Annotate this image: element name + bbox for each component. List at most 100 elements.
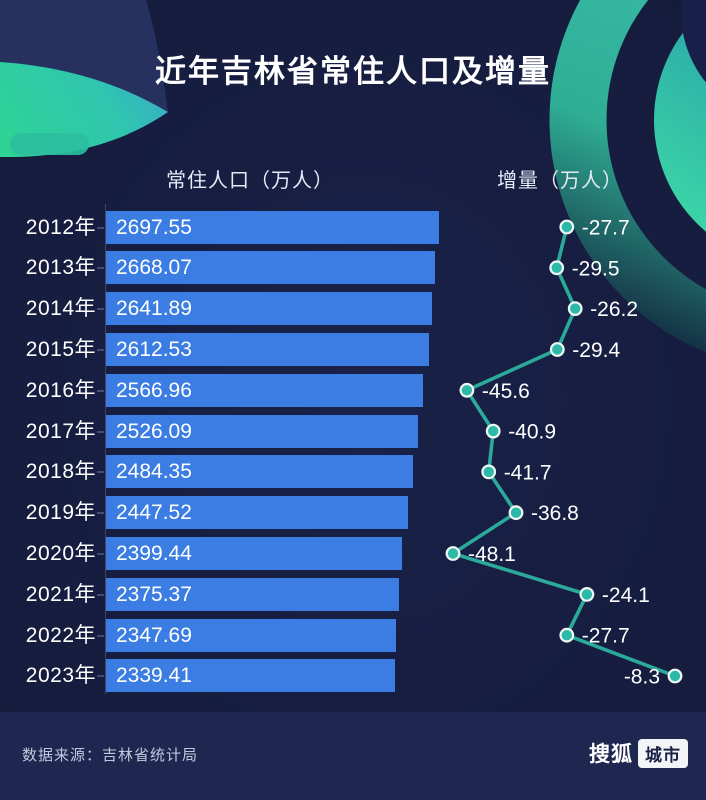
table-row: 2014年 2641.89 (0, 292, 706, 326)
population-value: 2697.55 (116, 215, 192, 239)
axis-tick (97, 267, 104, 270)
population-value: 2526.09 (116, 419, 192, 443)
axis-tick (97, 553, 104, 556)
data-source-note: 数据来源：吉林省统计局 (22, 747, 199, 764)
table-row: 2018年 2484.35 (0, 455, 706, 489)
year-label: 2014年 (25, 297, 96, 321)
increment-value: -48.1 (468, 543, 516, 566)
population-bar: 2697.55 (106, 210, 439, 244)
population-value: 2447.52 (116, 501, 192, 525)
topright-ring (549, 0, 706, 353)
topright-disc (654, 8, 706, 232)
increment-value: -29.5 (572, 257, 620, 280)
corner-teal-pill (10, 133, 89, 155)
table-row: 2021年 2375.37 (0, 577, 706, 611)
axis-tick (97, 226, 104, 229)
increment-dot (567, 301, 583, 316)
increment-value: -29.4 (572, 339, 620, 362)
population-bar: 2399.44 (106, 537, 403, 571)
axis-tick (97, 389, 104, 392)
population-value: 2375.37 (116, 582, 192, 606)
population-value: 2339.41 (116, 664, 192, 688)
population-value: 2668.07 (116, 256, 192, 280)
table-row: 2016年 2566.96 (0, 373, 706, 407)
year-label: 2020年 (25, 542, 96, 566)
sohu-city-logo: 搜狐 城市 (589, 738, 688, 768)
footer-band (0, 712, 706, 800)
increment-dot (559, 219, 575, 235)
axis-tick (97, 675, 104, 678)
year-label: 2012年 (25, 215, 96, 239)
population-bar: 2347.69 (106, 618, 396, 652)
increment-value: -8.3 (624, 666, 660, 689)
increment-dot (549, 342, 565, 357)
increment-dot (559, 627, 575, 643)
population-bar: 2484.35 (106, 455, 413, 489)
increment-line (451, 225, 677, 678)
population-bar: 2612.53 (106, 332, 429, 366)
topright-inner-circle (681, 0, 706, 83)
year-label: 2017年 (25, 419, 96, 443)
column-header-population: 常住人口（万人） (166, 170, 334, 192)
increment-value: -45.6 (482, 380, 530, 403)
table-row: 2012年 2697.55 (0, 210, 706, 244)
table-row: 2017年 2526.09 (0, 414, 706, 448)
axis-tick (97, 430, 104, 433)
population-bar: 2641.89 (106, 292, 433, 326)
axis-tick (97, 593, 104, 596)
axis-tick (97, 471, 104, 474)
increment-dot (508, 505, 524, 521)
page-title: 近年吉林省常住人口及增量 (155, 54, 551, 89)
population-bar: 2566.96 (106, 373, 423, 407)
population-bar: 2526.09 (106, 414, 418, 448)
population-value: 2347.69 (116, 623, 192, 647)
year-label: 2015年 (25, 337, 96, 361)
year-label: 2018年 (25, 460, 96, 484)
year-label: 2016年 (25, 378, 96, 402)
population-value: 2399.44 (116, 542, 192, 566)
axis-tick (97, 308, 104, 311)
increment-line-chart: -27.7 -29.5 -26.2 -29.4 -45.6 -40.9 -41.7 -36.8… (445, 217, 683, 689)
population-value: 2484.35 (116, 460, 192, 484)
logo-text: 搜狐 (589, 743, 633, 766)
population-value: 2641.89 (116, 297, 192, 321)
increment-dot (579, 587, 595, 602)
population-bar: 2375.37 (106, 577, 400, 611)
increment-dot (485, 423, 501, 439)
population-bar: 2668.07 (106, 251, 436, 285)
logo-badge: 城市 (638, 738, 688, 768)
axis-tick (97, 512, 104, 515)
bar-axis-line (105, 204, 106, 694)
increment-value: -40.9 (508, 421, 556, 444)
increment-dot (445, 546, 461, 561)
table-row: 2020年 2399.44 (0, 537, 706, 571)
increment-value: -27.7 (582, 625, 630, 648)
population-bar: 2339.41 (106, 659, 395, 693)
axis-tick (97, 348, 104, 351)
axis-tick (97, 634, 104, 637)
increment-dot (481, 464, 497, 480)
population-value: 2612.53 (116, 337, 192, 361)
year-label: 2019年 (25, 501, 96, 525)
increment-dot (549, 260, 565, 276)
population-bar: 2447.52 (106, 496, 409, 530)
increment-value: -26.2 (590, 298, 638, 321)
table-row: 2019年 2447.52 (0, 496, 706, 530)
table-row: 2023年 2339.41 (0, 659, 706, 693)
year-label: 2021年 (25, 582, 96, 606)
table-row: 2022年 2347.69 (0, 618, 706, 652)
table-row: 2013年 2668.07 (0, 251, 706, 285)
year-label: 2022年 (25, 623, 96, 647)
year-label: 2013年 (25, 256, 96, 280)
increment-value: -36.8 (531, 502, 579, 525)
increment-value: -41.7 (504, 461, 552, 484)
table-row: 2015年 2612.53 (0, 332, 706, 366)
population-value: 2566.96 (116, 378, 192, 402)
year-label: 2023年 (25, 664, 96, 688)
increment-dot (459, 382, 475, 398)
column-header-increment: 增量（万人） (497, 170, 623, 192)
increment-value: -24.1 (602, 584, 650, 607)
corner-light-wedge (0, 0, 168, 112)
